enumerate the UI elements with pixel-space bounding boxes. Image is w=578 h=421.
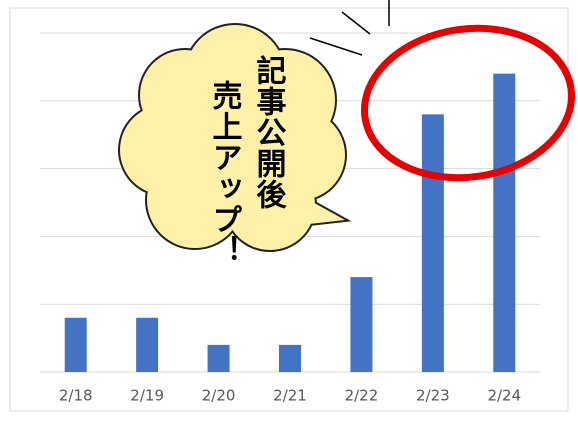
bar xyxy=(493,74,515,372)
bar xyxy=(208,345,230,372)
bar xyxy=(279,345,301,372)
x-tick-label: 2/23 xyxy=(416,387,450,405)
bar xyxy=(65,318,87,372)
annotation-line: 売上アップ！ xyxy=(207,80,243,266)
bar xyxy=(136,318,158,372)
x-tick-label: 2/18 xyxy=(59,387,93,405)
chart: 記事公開後 売上アップ！ 2/18 2/19 2/20 2/21 2/22 2/23 2/2… xyxy=(0,0,578,421)
x-tick-label: 2/22 xyxy=(345,387,379,405)
bar xyxy=(422,114,444,372)
x-tick-label: 2/24 xyxy=(487,387,521,405)
x-tick-label: 2/19 xyxy=(130,387,164,405)
annotation-line: 記事公開後 xyxy=(251,54,287,210)
bar xyxy=(350,277,372,372)
x-tick-label: 2/21 xyxy=(273,387,307,405)
x-tick-label: 2/20 xyxy=(202,387,236,405)
